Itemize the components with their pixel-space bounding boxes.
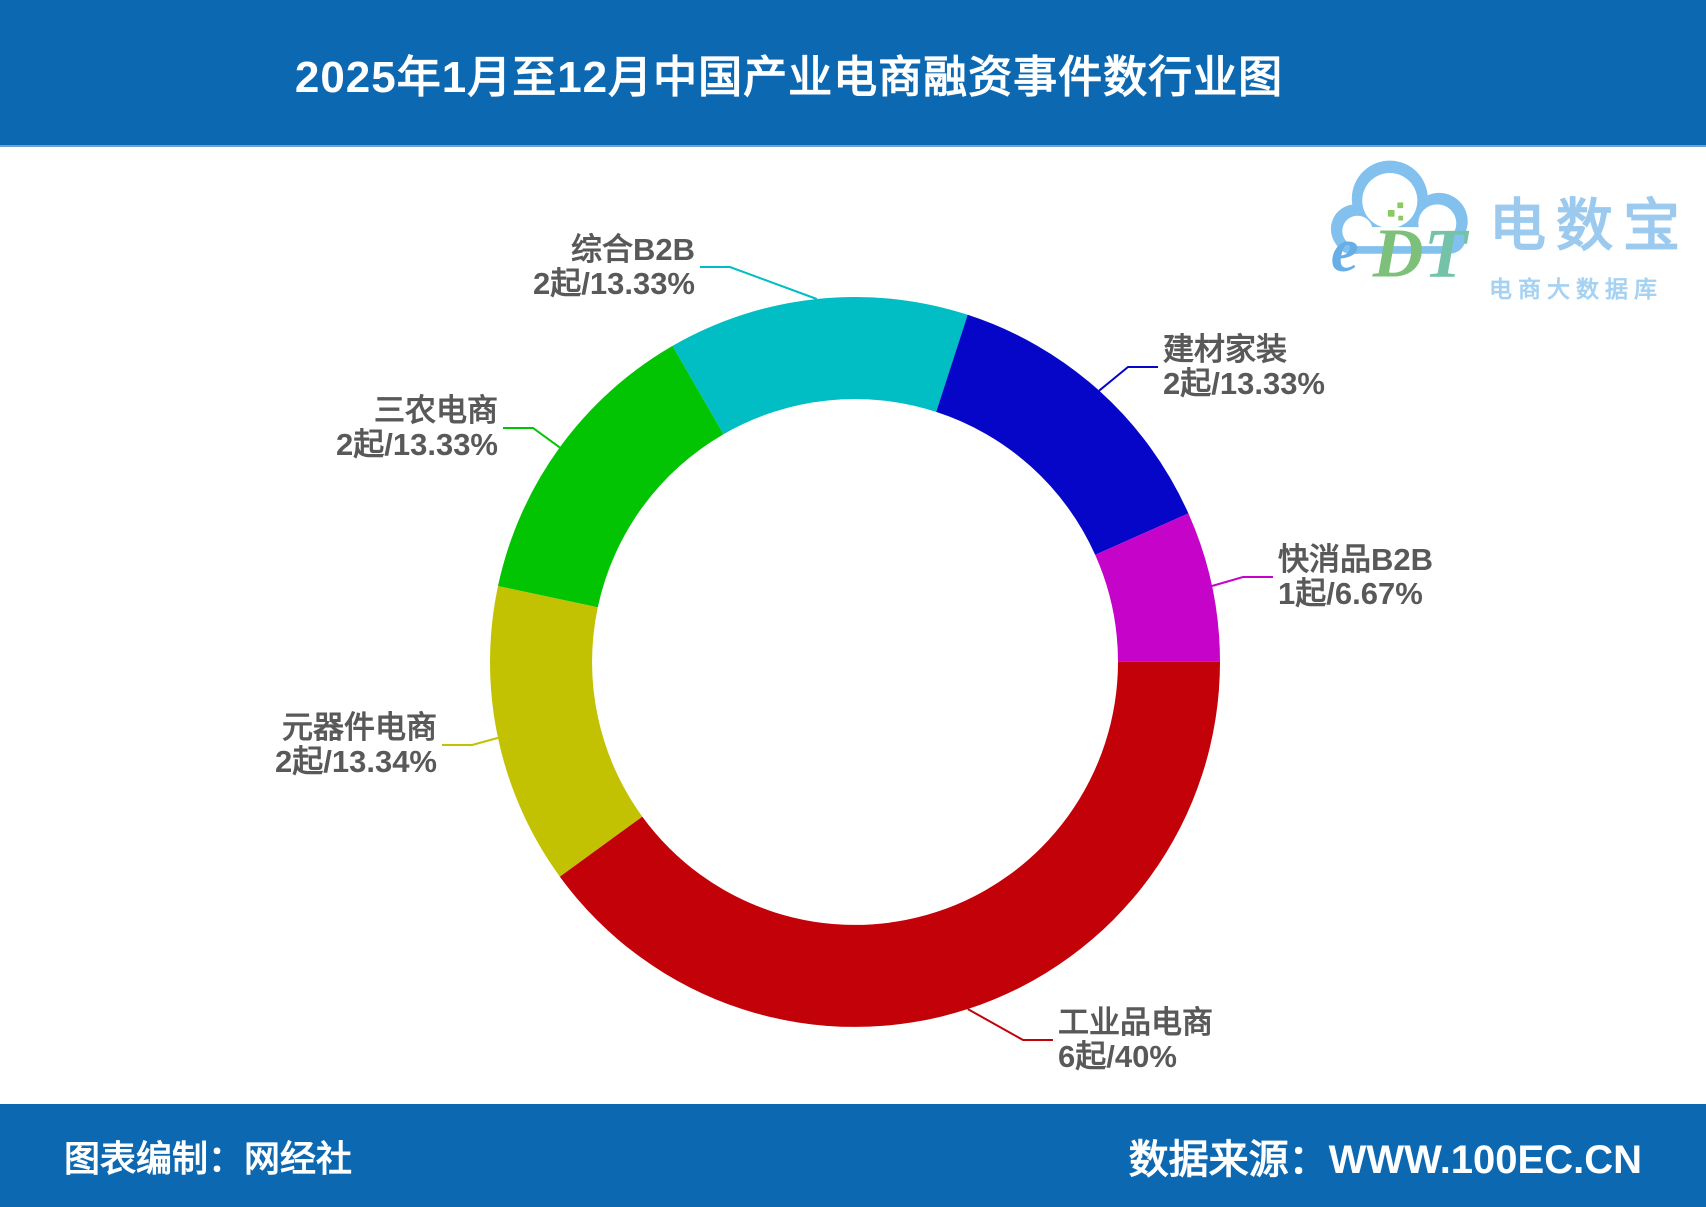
logo-letter-e: e xyxy=(1331,215,1359,285)
label-leader-line xyxy=(1098,366,1158,392)
label-leader-line xyxy=(503,427,561,449)
slice-label-value: 1起/6.67% xyxy=(1278,576,1423,611)
label-leader-line xyxy=(442,736,499,746)
label-leader-line xyxy=(967,1008,1053,1041)
cloud-logo-icon: e D T xyxy=(1330,160,1470,290)
slice-label-value: 2起/13.33% xyxy=(336,427,498,462)
logo-letter-d: D xyxy=(1372,215,1424,290)
label-leader-line xyxy=(1211,576,1273,587)
slice-label-name: 建材家装 xyxy=(1163,332,1287,367)
donut-slice-建材家装[interactable] xyxy=(936,314,1189,555)
donut-slice-快消品B2B[interactable] xyxy=(1095,513,1220,662)
logo-letter-t: T xyxy=(1424,215,1470,290)
slice-label-综合B2B: 综合B2B 2起/13.33% xyxy=(533,233,695,301)
logo-text: 电数宝 电商大数据库 xyxy=(1489,150,1690,304)
slice-label-name: 快消品B2B xyxy=(1278,542,1434,577)
slice-label-name: 工业品电商 xyxy=(1058,1005,1213,1040)
footer-credit: 图表编制：网经社 xyxy=(64,1137,353,1179)
slice-label-元器件电商: 元器件电商 2起/13.34% xyxy=(275,711,437,779)
slice-label-name: 元器件电商 xyxy=(282,710,437,745)
edt-logo: e D T 电数宝 电商大数据库 xyxy=(1329,150,1690,304)
donut-slice-综合B2B[interactable] xyxy=(672,296,968,435)
footer-banner: 图表编制：网经社 数据来源：WWW.100EC.CN xyxy=(0,1104,1706,1207)
logo-subtitle: 电商大数据库 xyxy=(1489,276,1663,302)
chart-title: 2025年1月至12月中国产业电商融资事件数行业图 xyxy=(294,52,1284,102)
slice-label-快消品B2B: 快消品B2B 1起/6.67% xyxy=(1278,543,1433,611)
header-banner: 2025年1月至12月中国产业电商融资事件数行业图 xyxy=(0,0,1706,147)
slice-label-value: 2起/13.34% xyxy=(275,744,437,779)
slice-label-工业品电商: 工业品电商 6起/40% xyxy=(1058,1006,1213,1074)
donut-slice-元器件电商[interactable] xyxy=(490,586,643,877)
label-leader-line xyxy=(700,266,818,300)
slice-label-value: 6起/40% xyxy=(1058,1039,1177,1074)
slice-label-name: 三农电商 xyxy=(374,393,498,428)
footer-source: 数据来源：WWW.100EC.CN xyxy=(1128,1137,1642,1182)
donut-slice-三农电商[interactable] xyxy=(498,345,724,608)
slice-label-value: 2起/13.33% xyxy=(533,266,695,301)
slice-label-name: 综合B2B xyxy=(570,232,695,267)
slice-label-三农电商: 三农电商 2起/13.33% xyxy=(336,394,498,462)
slice-label-建材家装: 建材家装 2起/13.33% xyxy=(1163,333,1325,401)
logo-name: 电数宝 xyxy=(1489,194,1690,258)
donut-slice-工业品电商[interactable] xyxy=(559,661,1220,1027)
slice-label-value: 2起/13.33% xyxy=(1163,366,1325,401)
